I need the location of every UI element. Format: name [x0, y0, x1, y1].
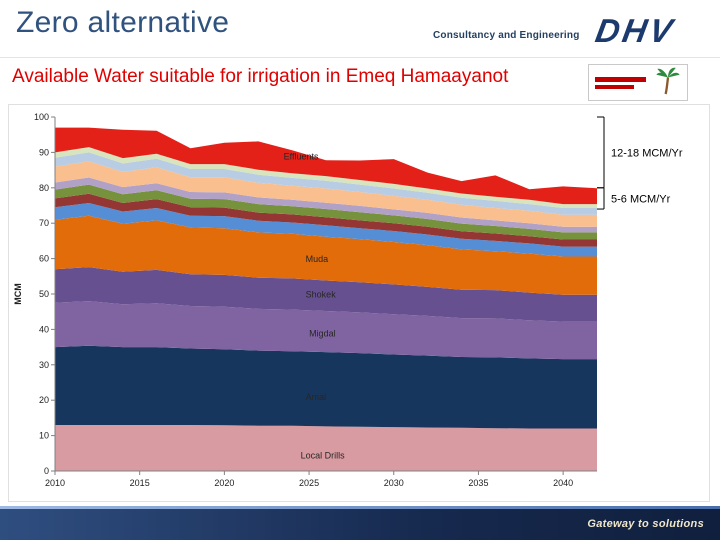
x-tick-label: 2025 [299, 478, 319, 488]
series-label-local-drills: Local Drills [301, 451, 346, 461]
footer-accent-strip [0, 506, 720, 509]
area-band-8 [55, 184, 597, 240]
palm-tree-icon [655, 66, 681, 100]
y-tick-label: 90 [39, 147, 49, 157]
footer-tagline: Gateway to solutions [587, 518, 704, 530]
y-tick-label: 30 [39, 360, 49, 370]
chart-container: 0 10 20 30 40 50 60 70 80 90 100 2010 2015 2020 2025 20… [8, 104, 710, 502]
footer-band: Gateway to solutions [0, 506, 720, 540]
y-tick-label: 100 [34, 112, 49, 122]
logo-text-marks [595, 76, 650, 89]
series-label-amal: Amal [306, 392, 327, 402]
area-band-11 [55, 152, 597, 215]
area-band-10 [55, 161, 597, 227]
x-tick-label: 2030 [384, 478, 404, 488]
dhv-logo: DHV [592, 12, 679, 49]
y-tick-label: 20 [39, 395, 49, 405]
title-divider [0, 57, 720, 58]
area-band-6 [55, 203, 597, 257]
x-tick-label: 2035 [468, 478, 488, 488]
x-tick-label: 2020 [214, 478, 234, 488]
bracket-label-2: 5-6 MCM/Yr [611, 193, 671, 205]
area-band-9 [55, 177, 597, 233]
y-tick-label: 70 [39, 218, 49, 228]
x-tick-label: 2010 [45, 478, 65, 488]
series-label-shokek: Shokek [306, 290, 337, 300]
area-band-7 [55, 193, 597, 247]
y-tick-label: 0 [44, 466, 49, 476]
area-migdal [55, 301, 597, 360]
page-title: Zero alternative [16, 6, 230, 39]
x-tick-label: 2015 [130, 478, 150, 488]
y-tick-label: 50 [39, 289, 49, 299]
council-logo [588, 64, 688, 101]
y-tick-label: 40 [39, 324, 49, 334]
y-tick-label: 60 [39, 254, 49, 264]
area-muda [55, 215, 597, 295]
area-shokek [55, 267, 597, 322]
area-local-drills [55, 425, 597, 471]
area-effluents [55, 127, 597, 205]
y-tick-label: 10 [39, 431, 49, 441]
series-label-effluents: Effluents [284, 151, 319, 161]
bracket-label-1: 12-18 MCM/Yr [611, 147, 683, 159]
area-band-12 [55, 147, 597, 208]
consultancy-text: Consultancy and Engineering [433, 30, 580, 41]
y-tick-label: 80 [39, 183, 49, 193]
series-label-migdal: Migdal [309, 328, 336, 338]
x-tick-label: 2040 [553, 478, 573, 488]
series-label-muda: Muda [306, 254, 329, 264]
y-axis-title: MCM [13, 283, 23, 305]
area-amal [55, 345, 597, 429]
slide-subtitle: Available Water suitable for irrigation … [12, 66, 509, 87]
